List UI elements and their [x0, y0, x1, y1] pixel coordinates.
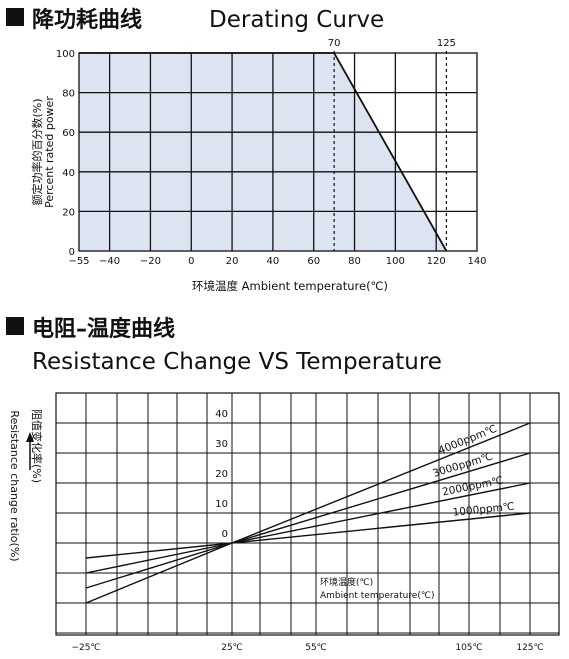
- derating-y-tick-label: 20: [62, 207, 75, 218]
- resistance-y-tick-label: 10: [215, 499, 228, 510]
- derating-y-tick-label: 80: [62, 89, 75, 100]
- derating-x-tick-label: 40: [267, 256, 280, 267]
- derating-x-tick-label: 120: [427, 256, 446, 267]
- resistance-temperature-chart: 阻值变化率(%) Resistance change ratio(%) 环境温度…: [8, 392, 560, 653]
- derating-ylabel-en: Percent rated power: [43, 96, 56, 208]
- derating-x-tick-label: 20: [226, 256, 239, 267]
- resistance-series-line: [85, 452, 531, 589]
- derating-x-tick-label: −20: [140, 256, 161, 267]
- section1-title-zh: 降功耗曲线: [32, 7, 142, 33]
- derating-marker-label: 125: [437, 38, 456, 49]
- derating-x-tick-label: 140: [467, 256, 486, 267]
- derating-marker-label: 70: [328, 38, 341, 49]
- derating-x-tick-label: 0: [188, 256, 194, 267]
- resistance-y-tick-label: 40: [215, 409, 228, 420]
- derating-x-tick-label: −55: [68, 256, 89, 267]
- resistance-y-tick-label: 30: [215, 439, 228, 450]
- resistance-x-tick-label: 125℃: [516, 643, 543, 653]
- resistance-x-tick-label: 105℃: [455, 643, 482, 653]
- derating-x-tick-label: 80: [348, 256, 361, 267]
- resistance-x-tick-label: 25℃: [221, 643, 243, 653]
- section2-title-zh: 电阻–温度曲线: [32, 316, 175, 342]
- resistance-series-line: [85, 512, 531, 559]
- derating-y-tick-label: 60: [62, 128, 75, 139]
- resistance-x-tick-label: 55℃: [305, 643, 327, 653]
- derating-ylabel-zh: 额定功率的百分数(%): [30, 98, 44, 205]
- derating-y-tick-label: 0: [69, 247, 75, 258]
- resistance-xlabel-en: Ambient temperature(℃): [320, 591, 434, 601]
- derating-y-tick-label: 100: [56, 49, 75, 60]
- resistance-plot-frame: [55, 392, 560, 636]
- derating-x-tick-label: 100: [386, 256, 405, 267]
- derating-xlabel: 环境温度 Ambient temperature(℃): [192, 279, 388, 293]
- section2-title-en: Resistance Change VS Temperature: [32, 349, 442, 375]
- resistance-y-tick-label: 20: [215, 469, 228, 480]
- resistance-ylabel-en: Resistance change ratio(%): [8, 410, 21, 561]
- derating-x-tick-label: −40: [99, 256, 120, 267]
- section2-bullet: [6, 317, 24, 335]
- derating-chart: 额定功率的百分数(%) Percent rated power 环境温度 Amb…: [30, 38, 487, 293]
- derating-x-tick-label: 60: [307, 256, 320, 267]
- resistance-x-tick-label: −25℃: [71, 643, 100, 653]
- resistance-series-line: [85, 482, 531, 574]
- derating-y-tick-label: 40: [62, 168, 75, 179]
- section1-title-en: Derating Curve: [209, 7, 384, 33]
- resistance-ylabel-zh: 阻值变化率(%): [30, 409, 44, 483]
- resistance-y-tick-label: 0: [222, 529, 228, 540]
- section1-bullet: [6, 8, 24, 26]
- derating-curve-line: [79, 52, 448, 252]
- resistance-ylabel-arrow: [26, 432, 34, 442]
